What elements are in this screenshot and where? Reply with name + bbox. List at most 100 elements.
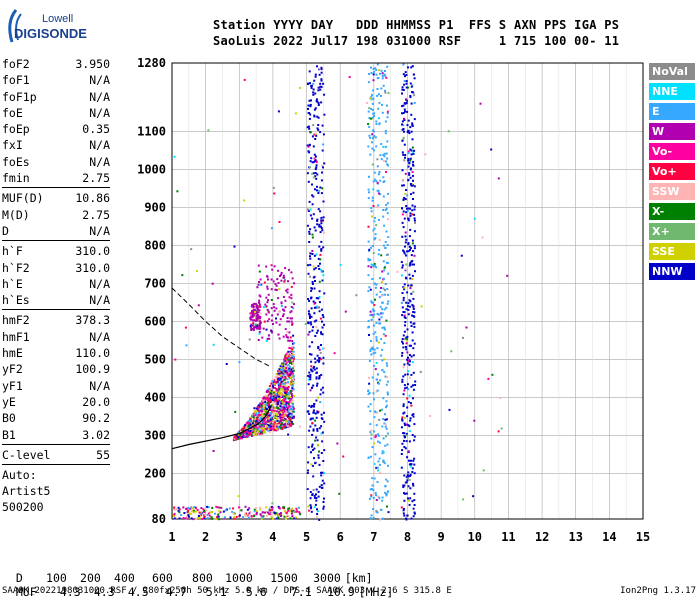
echo-point bbox=[373, 227, 376, 230]
echo-point bbox=[307, 378, 310, 381]
echo-point bbox=[402, 299, 405, 302]
echo-point bbox=[403, 446, 406, 448]
echo-point bbox=[261, 413, 264, 416]
echo-point bbox=[314, 188, 316, 191]
echo-point bbox=[312, 82, 315, 85]
echo-point bbox=[307, 505, 310, 508]
echo-point bbox=[285, 360, 288, 363]
echo-point bbox=[405, 492, 408, 495]
echo-point bbox=[405, 98, 407, 101]
echo-point bbox=[413, 439, 416, 442]
echo-point bbox=[313, 306, 316, 309]
echo-point bbox=[277, 297, 280, 300]
parameter-value: 2.75 bbox=[82, 207, 110, 222]
echo-point bbox=[367, 197, 370, 200]
echo-point bbox=[411, 171, 414, 173]
noise-point bbox=[298, 425, 301, 428]
echo-point bbox=[249, 420, 252, 423]
echo-point bbox=[264, 417, 267, 420]
echo-point bbox=[249, 510, 252, 513]
echo-point bbox=[265, 397, 268, 400]
echo-point bbox=[310, 451, 312, 454]
echo-point bbox=[283, 506, 286, 509]
echo-point bbox=[370, 246, 372, 249]
legend-item-noval: NoVal bbox=[649, 63, 695, 80]
echo-point bbox=[367, 259, 370, 262]
echo-point bbox=[259, 402, 262, 405]
parameter-row: foEs N/A bbox=[2, 154, 110, 170]
echo-point bbox=[204, 513, 207, 516]
echo-point bbox=[233, 517, 236, 520]
echo-point bbox=[308, 429, 311, 432]
echo-point bbox=[291, 372, 294, 375]
echo-point bbox=[282, 308, 284, 311]
echo-point bbox=[376, 165, 379, 168]
echo-point bbox=[386, 391, 389, 394]
echo-point bbox=[291, 277, 294, 280]
echo-point bbox=[367, 319, 370, 322]
echo-point bbox=[262, 405, 265, 408]
echo-point bbox=[177, 509, 180, 512]
noise-point bbox=[184, 326, 187, 329]
parameter-name: foF2 bbox=[2, 57, 30, 71]
echo-point bbox=[404, 324, 406, 327]
echo-point bbox=[286, 352, 289, 355]
echo-point bbox=[271, 385, 274, 388]
echo-point bbox=[314, 229, 317, 232]
echo-point bbox=[277, 269, 280, 272]
brand-lowell: Lowell bbox=[42, 13, 73, 25]
echo-point bbox=[400, 466, 403, 469]
echo-point bbox=[318, 310, 321, 313]
echo-point bbox=[374, 136, 377, 139]
echo-point bbox=[413, 247, 416, 250]
parameter-name: C-level bbox=[2, 447, 51, 462]
echo-point bbox=[401, 442, 404, 445]
echo-point bbox=[269, 506, 272, 509]
echo-point bbox=[375, 120, 378, 123]
echo-point bbox=[225, 508, 228, 511]
echo-point bbox=[316, 127, 319, 130]
echo-point bbox=[373, 364, 376, 367]
digisonde-logo: Lowell DIGISONDE bbox=[8, 9, 87, 43]
echo-point bbox=[265, 403, 268, 406]
echo-point bbox=[275, 396, 278, 399]
echo-point bbox=[414, 221, 416, 224]
echo-point bbox=[401, 86, 404, 89]
x-tick-label: 9 bbox=[438, 530, 445, 544]
noise-point bbox=[225, 363, 228, 365]
echo-point bbox=[372, 129, 375, 132]
echo-point bbox=[411, 500, 414, 503]
echo-point bbox=[284, 425, 286, 428]
echo-point bbox=[239, 437, 242, 440]
echo-point bbox=[402, 512, 405, 515]
echo-point bbox=[281, 363, 284, 366]
echo-point bbox=[372, 489, 375, 492]
echo-point bbox=[250, 329, 253, 331]
echo-point bbox=[385, 383, 388, 386]
echo-point bbox=[413, 472, 416, 475]
echo-point bbox=[253, 309, 256, 311]
echo-point bbox=[405, 481, 408, 484]
echo-point bbox=[315, 253, 318, 256]
echo-point bbox=[370, 207, 373, 210]
echo-point bbox=[270, 428, 273, 430]
echo-point bbox=[317, 265, 320, 267]
echo-point bbox=[291, 370, 294, 373]
echo-point bbox=[381, 517, 384, 520]
echo-point bbox=[291, 345, 294, 348]
echo-point bbox=[368, 497, 371, 500]
echo-point bbox=[250, 515, 253, 518]
echo-point bbox=[401, 378, 404, 381]
echo-point bbox=[298, 511, 301, 514]
echo-point bbox=[261, 511, 264, 514]
echo-point bbox=[318, 485, 321, 488]
parameter-table: foF2 3.950 foF1 N/A foF1p N/A foE N/A foEp 0.35 fx… bbox=[2, 56, 110, 515]
echo-point bbox=[401, 418, 404, 421]
noise-point bbox=[270, 264, 273, 267]
echo-point bbox=[310, 406, 313, 409]
echo-point bbox=[384, 74, 387, 77]
echo-point bbox=[372, 205, 375, 207]
echo-point bbox=[291, 384, 294, 387]
echo-point bbox=[263, 320, 266, 323]
parameter-name: yE bbox=[2, 394, 16, 409]
